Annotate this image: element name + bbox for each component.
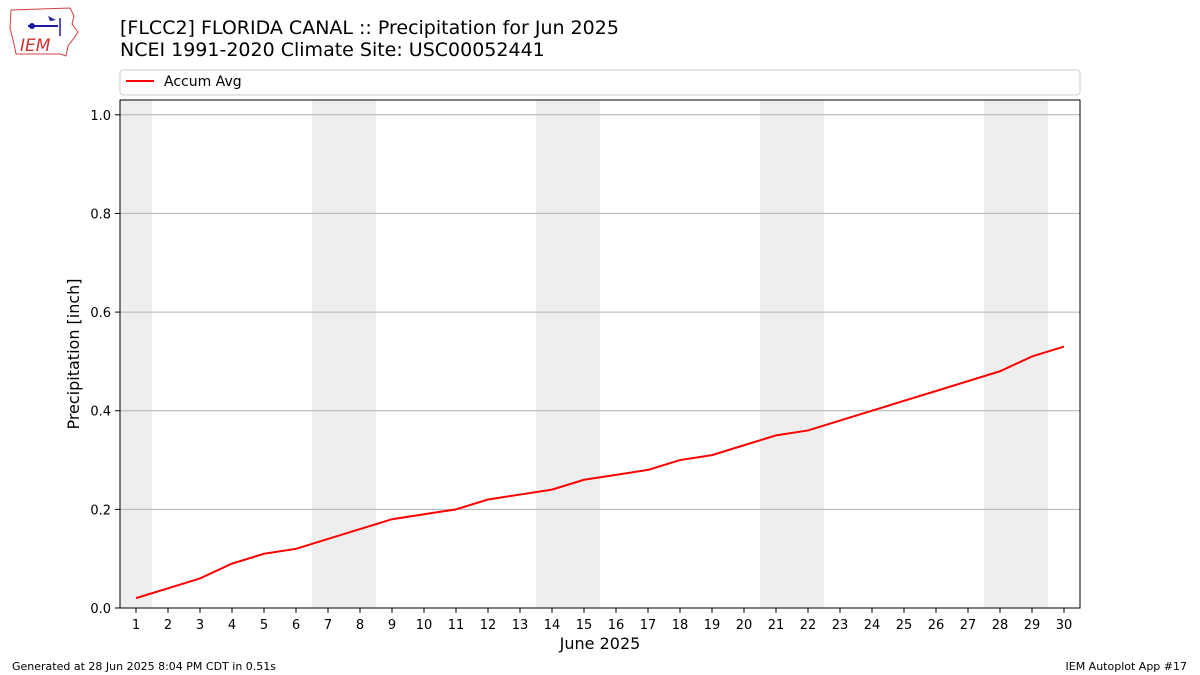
x-tick-label: 23	[832, 618, 849, 633]
x-tick-label: 5	[260, 618, 268, 633]
x-tick-label: 19	[704, 618, 721, 633]
x-tick-label: 9	[388, 618, 396, 633]
logo-text: IEM	[20, 36, 51, 56]
x-tick-label: 20	[736, 618, 753, 633]
x-tick-label: 29	[1024, 618, 1041, 633]
x-tick-label: 16	[608, 618, 625, 633]
chart-title: [FLCC2] FLORIDA CANAL :: Precipitation f…	[120, 17, 619, 39]
x-tick-label: 17	[640, 618, 657, 633]
y-tick-label: 1.0	[90, 109, 111, 124]
weekend-band	[568, 100, 600, 608]
x-tick-label: 14	[544, 618, 561, 633]
weekend-bands	[120, 100, 1048, 608]
x-tick-label: 21	[768, 618, 785, 633]
weekend-band	[312, 100, 344, 608]
x-tick-label: 26	[928, 618, 945, 633]
y-axis-ticks: 0.0 0.2 0.4 0.6 0.8 1.0	[90, 109, 120, 617]
series-line-accum-avg	[135, 345, 1065, 600]
weekend-band	[120, 100, 152, 608]
chart-subtitle: NCEI 1991-2020 Climate Site: USC00052441	[120, 39, 545, 61]
x-tick-label: 7	[324, 618, 332, 633]
x-tick-label: 2	[164, 618, 172, 633]
x-tick-label: 28	[992, 618, 1009, 633]
x-tick-label: 22	[800, 618, 817, 633]
x-tick-label: 25	[896, 618, 913, 633]
legend-box	[119, 69, 1081, 96]
x-tick-label: 3	[196, 618, 204, 633]
y-tick-label: 0.0	[90, 602, 111, 617]
x-axis-ticks: 1 2 3 4 5 6 7 8 9 10 11 12 13 14 15 16 17 18 19 20 21 22 23 24 2…	[132, 608, 1072, 633]
weekend-band	[760, 100, 792, 608]
y-tick-label: 0.4	[90, 405, 111, 420]
y-gridlines	[120, 114, 1080, 510]
series-layer	[135, 345, 1065, 600]
x-tick-label: 13	[512, 618, 529, 633]
x-tick-label: 6	[292, 618, 300, 633]
x-tick-label: 1	[132, 618, 140, 633]
weekend-band	[984, 100, 1016, 608]
x-tick-label: 18	[672, 618, 689, 633]
x-tick-label: 24	[864, 618, 881, 633]
x-tick-label: 27	[960, 618, 977, 633]
weekend-band	[344, 100, 376, 608]
y-tick-label: 0.6	[90, 306, 111, 321]
app-note: IEM Autoplot App #17	[1065, 660, 1188, 673]
legend-label: Accum Avg	[164, 74, 242, 90]
weekend-band	[536, 100, 568, 608]
x-tick-label: 8	[356, 618, 364, 633]
legend: Accum Avg	[119, 69, 1081, 96]
x-tick-label: 12	[480, 618, 497, 633]
y-tick-label: 0.8	[90, 207, 111, 222]
x-tick-label: 4	[228, 618, 236, 633]
y-axis-label: Precipitation [inch]	[64, 278, 83, 429]
chart-title-block: [FLCC2] FLORIDA CANAL :: Precipitation f…	[120, 17, 619, 61]
iem-logo: IEM	[8, 6, 80, 62]
x-tick-label: 10	[416, 618, 433, 633]
iowa-map-icon: IEM	[9, 7, 79, 57]
x-axis-label: June 2025	[559, 634, 641, 653]
y-tick-label: 0.2	[90, 503, 111, 518]
x-tick-label: 30	[1056, 618, 1073, 633]
weekend-band	[792, 100, 824, 608]
x-tick-label: 11	[448, 618, 465, 633]
x-tick-label: 15	[576, 618, 593, 633]
plot-frame	[119, 99, 1081, 609]
generated-note: Generated at 28 Jun 2025 8:04 PM CDT in …	[12, 660, 277, 673]
